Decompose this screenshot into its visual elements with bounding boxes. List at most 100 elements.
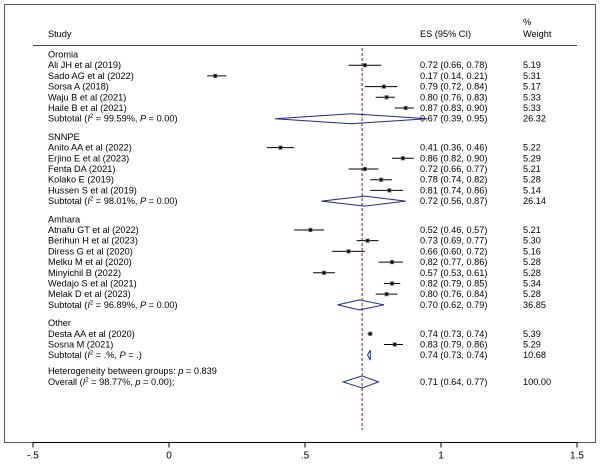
study-weight: 5.39 bbox=[523, 329, 541, 339]
study-es-ci: 0.87 (0.83, 0.90) bbox=[420, 103, 487, 113]
x-axis-tick-label: 0 bbox=[166, 451, 172, 462]
study-label: Wedajo S et al (2021) bbox=[48, 278, 137, 288]
study-column-header: Study bbox=[48, 29, 72, 39]
study-weight: 5.34 bbox=[523, 278, 541, 288]
study-point bbox=[401, 156, 405, 160]
study-es-ci: 0.79 (0.72, 0.84) bbox=[420, 82, 487, 92]
study-point bbox=[366, 239, 370, 243]
x-axis-tick-label: 1 bbox=[438, 451, 444, 462]
subtotal-weight: 26.14 bbox=[523, 196, 546, 206]
study-point bbox=[382, 85, 386, 89]
group-label: SNNPE bbox=[48, 132, 80, 142]
study-label: Melku M et al (2020) bbox=[48, 257, 132, 267]
study-label: Fenta DA (2021) bbox=[48, 164, 115, 174]
study-es-ci: 0.17 (0.14, 0.21) bbox=[420, 71, 487, 81]
study-point bbox=[387, 188, 391, 192]
study-weight: 5.33 bbox=[523, 103, 541, 113]
study-point bbox=[363, 63, 367, 67]
study-weight: 5.28 bbox=[523, 175, 541, 185]
study-es-ci: 0.82 (0.77, 0.86) bbox=[420, 257, 487, 267]
study-point bbox=[308, 228, 312, 232]
study-es-ci: 0.83 (0.79, 0.86) bbox=[420, 339, 487, 349]
es-column-header: ES (95% CI) bbox=[420, 29, 471, 39]
study-label: Sado AG et al (2022) bbox=[48, 71, 134, 81]
overall-label: Overall (I2 = 98.77%, p = 0.00); bbox=[48, 377, 174, 387]
study-label: Waju B et al (2021) bbox=[48, 92, 126, 102]
study-weight: 5.16 bbox=[523, 246, 541, 256]
study-label: Berihun H et al (2023) bbox=[48, 236, 138, 246]
study-point bbox=[363, 167, 367, 171]
study-weight: 5.22 bbox=[523, 143, 541, 153]
x-axis-tick-label: -.5 bbox=[27, 451, 39, 462]
study-es-ci: 0.82 (0.79, 0.85) bbox=[420, 278, 487, 288]
subtotal-es-ci: 0.74 (0.73, 0.74) bbox=[420, 350, 487, 360]
study-label: Haile B et al (2021) bbox=[48, 103, 127, 113]
study-label: Ali JH et al (2019) bbox=[48, 60, 121, 70]
study-label: Hussen S et al (2019) bbox=[48, 185, 137, 195]
study-point bbox=[379, 178, 383, 182]
study-point bbox=[368, 332, 372, 336]
study-weight: 5.28 bbox=[523, 257, 541, 267]
study-weight: 5.30 bbox=[523, 236, 541, 246]
study-label: Kolako E (2019) bbox=[48, 175, 114, 185]
study-es-ci: 0.52 (0.46, 0.57) bbox=[420, 225, 487, 235]
study-point bbox=[390, 281, 394, 285]
subtotal-es-ci: 0.70 (0.62, 0.79) bbox=[420, 300, 487, 310]
overall-weight: 100.00 bbox=[523, 377, 551, 387]
study-point bbox=[404, 106, 408, 110]
group-label: Oromia bbox=[48, 50, 79, 60]
study-point bbox=[347, 249, 351, 253]
study-point bbox=[390, 260, 394, 264]
study-point bbox=[213, 74, 217, 78]
study-weight: 5.33 bbox=[523, 92, 541, 102]
overall-es-ci: 0.71 (0.64, 0.77) bbox=[420, 377, 487, 387]
weight-column-header-top: % bbox=[523, 17, 531, 27]
study-es-ci: 0.66 (0.60, 0.72) bbox=[420, 246, 487, 256]
subtotal-es-ci: 0.67 (0.39, 0.95) bbox=[420, 114, 487, 124]
group-label: Other bbox=[48, 318, 71, 328]
study-label: Melak D et al (2023) bbox=[48, 289, 131, 299]
study-es-ci: 0.86 (0.82, 0.90) bbox=[420, 153, 487, 163]
study-weight: 5.31 bbox=[523, 71, 541, 81]
study-point bbox=[393, 342, 397, 346]
study-es-ci: 0.81 (0.74, 0.86) bbox=[420, 185, 487, 195]
study-weight: 5.19 bbox=[523, 60, 541, 70]
study-weight: 5.21 bbox=[523, 164, 541, 174]
study-weight: 5.14 bbox=[523, 185, 541, 195]
study-label: Desta AA et al (2020) bbox=[48, 329, 135, 339]
subtotal-label: Subtotal (I2 = .%, P = .) bbox=[48, 350, 142, 360]
x-axis-tick-label: 1.5 bbox=[570, 451, 584, 462]
study-es-ci: 0.73 (0.69, 0.77) bbox=[420, 236, 487, 246]
subtotal-diamond bbox=[321, 195, 406, 207]
study-label: Diress G et al (2020) bbox=[48, 246, 133, 256]
study-weight: 5.28 bbox=[523, 268, 541, 278]
subtotal-label: Subtotal (I2 = 96.89%, P = 0.00) bbox=[48, 300, 178, 310]
study-es-ci: 0.80 (0.76, 0.84) bbox=[420, 289, 487, 299]
study-label: Sorsa A (2018) bbox=[48, 82, 109, 92]
study-es-ci: 0.72 (0.66, 0.78) bbox=[420, 60, 487, 70]
study-label: Anito AA et al (2022) bbox=[48, 143, 132, 153]
study-weight: 5.29 bbox=[523, 153, 541, 163]
study-es-ci: 0.57 (0.53, 0.61) bbox=[420, 268, 487, 278]
weight-column-header-bottom: Weight bbox=[523, 29, 552, 39]
study-point bbox=[385, 292, 389, 296]
study-label: Sosna M (2021) bbox=[48, 339, 113, 349]
study-weight: 5.29 bbox=[523, 339, 541, 349]
study-es-ci: 0.80 (0.76, 0.83) bbox=[420, 92, 487, 102]
study-point bbox=[322, 271, 326, 275]
study-point bbox=[385, 95, 389, 99]
study-label: Atnafu GT et al (2022) bbox=[48, 225, 139, 235]
study-es-ci: 0.72 (0.66, 0.77) bbox=[420, 164, 487, 174]
overall-diamond bbox=[341, 375, 380, 389]
subtotal-es-ci: 0.72 (0.56, 0.87) bbox=[420, 196, 487, 206]
subtotal-diamond bbox=[366, 349, 371, 361]
group-label: Amhara bbox=[48, 214, 81, 224]
study-es-ci: 0.74 (0.73, 0.74) bbox=[420, 329, 487, 339]
study-label: Minyichil B (2022) bbox=[48, 268, 121, 278]
study-weight: 5.17 bbox=[523, 82, 541, 92]
heterogeneity-label: Heterogeneity between groups: p = 0.839 bbox=[48, 366, 217, 376]
subtotal-weight: 26.32 bbox=[523, 114, 546, 124]
subtotal-weight: 36.85 bbox=[523, 300, 546, 310]
study-point bbox=[279, 146, 283, 150]
study-es-ci: 0.78 (0.74, 0.82) bbox=[420, 175, 487, 185]
